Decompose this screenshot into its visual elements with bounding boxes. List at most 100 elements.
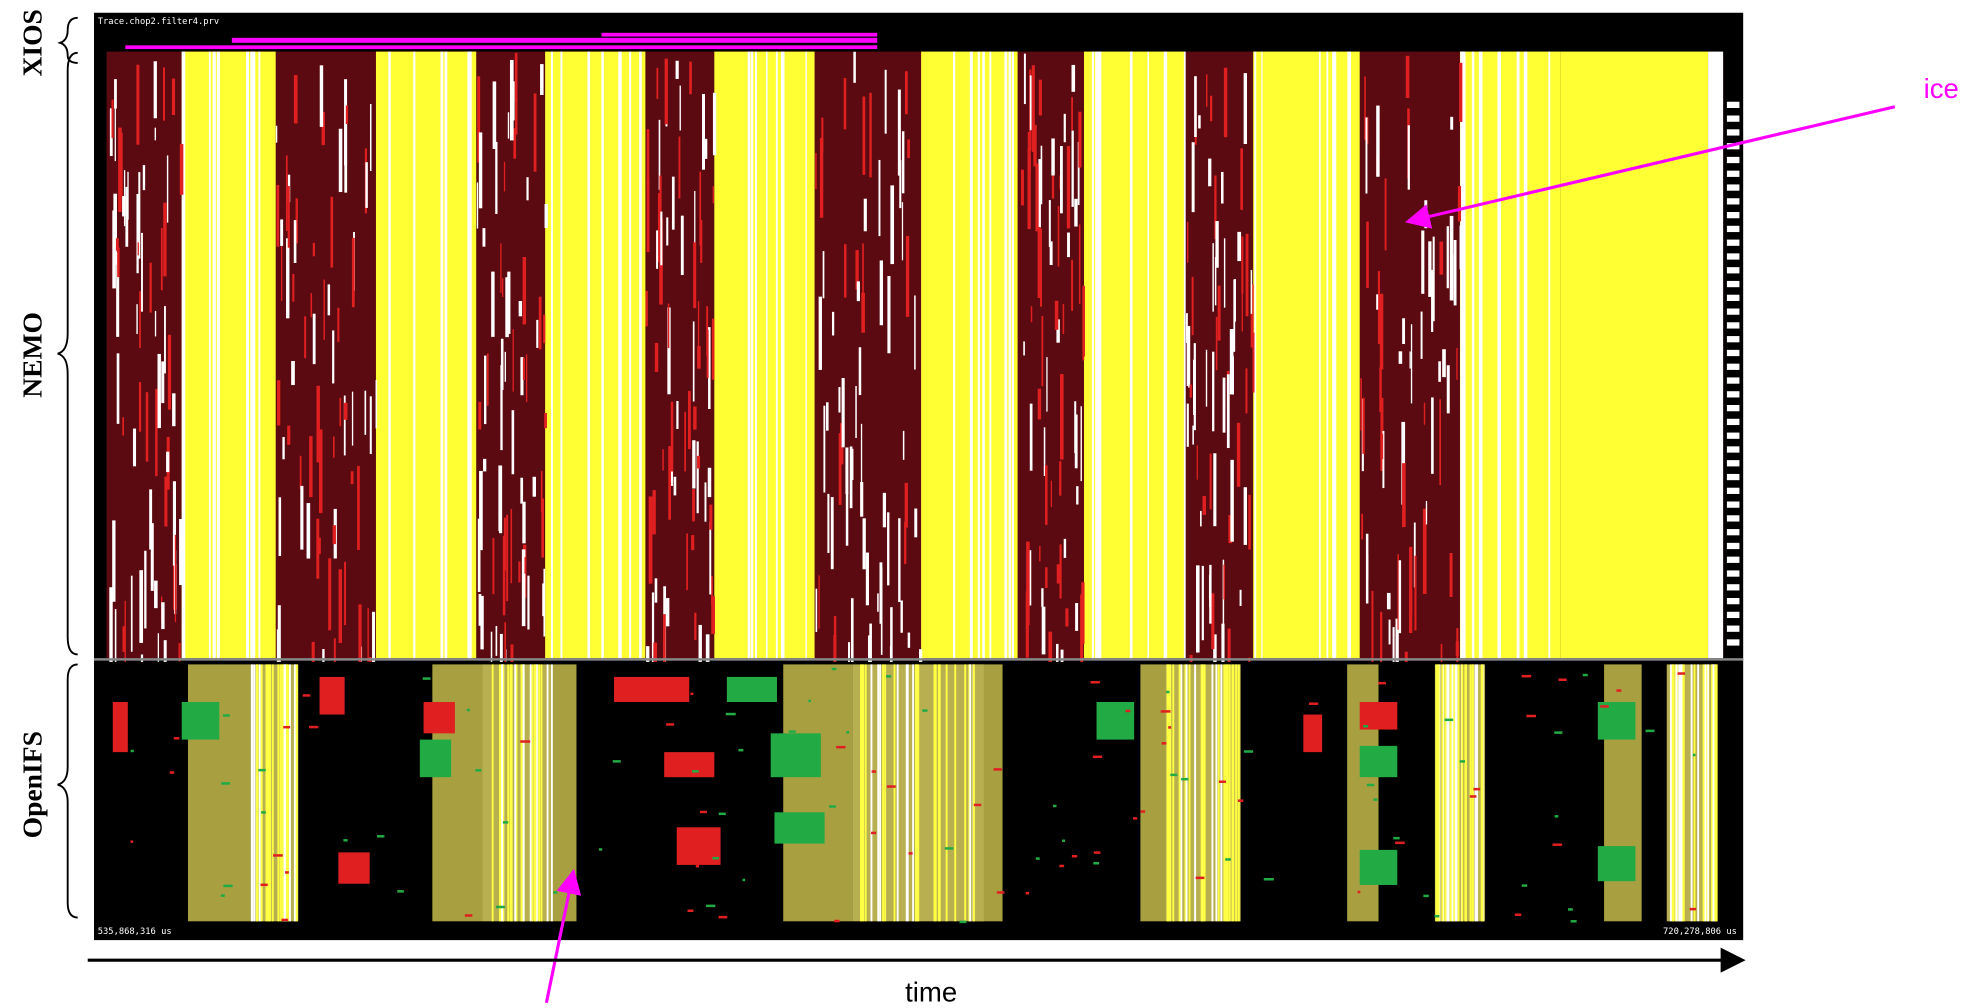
nemo-comm (163, 640, 167, 675)
nemo-comm (1392, 627, 1395, 668)
nemo-comm (694, 612, 697, 641)
openifs-wait (783, 664, 853, 922)
nemo-edge (1726, 349, 1740, 357)
nemo-comm (1243, 487, 1248, 545)
openifs-state (1597, 702, 1636, 740)
nemo-comm (1367, 116, 1369, 144)
nemo-comm (1228, 515, 1232, 544)
nemo-comm (838, 387, 841, 413)
nemo-comm (1078, 111, 1082, 168)
nemo-comm (522, 257, 527, 325)
nemo-comm (1193, 359, 1196, 415)
nemo-comm (1379, 367, 1382, 413)
openifs-event (1378, 681, 1386, 685)
nemo-comm (850, 598, 854, 664)
nemo-comm (327, 284, 331, 316)
nemo-comm (1212, 351, 1215, 432)
nemo-comm (1059, 461, 1062, 496)
nemo-comm (1398, 560, 1402, 634)
nemo-comm (1194, 76, 1197, 138)
openifs-io (271, 664, 274, 922)
openifs-event (993, 768, 1002, 771)
nemo-comm (122, 417, 125, 436)
nemo-comm (1040, 145, 1043, 205)
openifs-io (912, 664, 915, 922)
nemo-comm (109, 108, 113, 157)
openifs-event (699, 810, 707, 814)
nemo-edge (1726, 212, 1740, 219)
nemo-comm (709, 504, 713, 530)
nemo-comm (332, 330, 335, 384)
openifs-event (221, 782, 231, 785)
nemo-comm (1223, 564, 1226, 600)
nemo-comm (1191, 142, 1195, 213)
nemo-comm (1248, 494, 1251, 550)
openifs-io (287, 664, 289, 922)
openifs-io (491, 664, 494, 922)
nemo-comm (369, 396, 372, 454)
openifs-event (831, 667, 837, 671)
nemo-comm (163, 202, 167, 277)
openifs-io (520, 664, 523, 922)
nemo-comm (293, 220, 297, 264)
divider (93, 658, 1744, 661)
nemo-comm (821, 117, 824, 153)
nemo-comm (1048, 631, 1053, 679)
openifs-io (1457, 664, 1460, 922)
nemo-comm (1236, 422, 1241, 487)
nemo-comm (863, 198, 867, 232)
openifs-io (1675, 664, 1678, 922)
nemo-comm (157, 353, 161, 429)
nemo-comm (139, 570, 144, 643)
openifs-event (1170, 773, 1178, 777)
openifs-io (906, 664, 909, 922)
openifs-event (222, 714, 230, 717)
nemo-comm (676, 401, 679, 429)
openifs-event (1473, 787, 1481, 791)
openifs-io (510, 664, 513, 922)
openifs-io (277, 664, 280, 922)
nemo-comm (522, 358, 525, 381)
nemo-comm (538, 296, 542, 350)
openifs-event (1423, 894, 1429, 898)
nemo-comm (1222, 559, 1225, 647)
nemo-comm (1376, 294, 1379, 310)
nemo-comm (1038, 159, 1041, 228)
nemo-comm (1414, 555, 1417, 631)
nemo-gap (989, 51, 992, 659)
openifs-event (1093, 851, 1101, 854)
nemo-gap (1332, 51, 1335, 659)
nemo-edge (1726, 129, 1740, 136)
openifs-io (1711, 664, 1713, 922)
openifs-io (1185, 664, 1188, 922)
nemo-comm (712, 186, 714, 204)
nemo-gap (1497, 51, 1501, 659)
nemo-comm (1377, 271, 1381, 345)
openifs-io (1693, 664, 1696, 922)
nemo-comm (830, 497, 834, 570)
nemo-comm (477, 76, 481, 163)
nemo-comm (507, 271, 511, 334)
nemo-gap (1334, 51, 1337, 659)
nemo-gap (1147, 51, 1150, 659)
nemo-comm (1423, 402, 1426, 425)
nemo-comm (492, 81, 497, 150)
openifs-event (495, 905, 505, 909)
nemo-comm (542, 583, 544, 617)
openifs-io (1226, 664, 1229, 922)
openifs-event (1600, 705, 1609, 708)
openifs-event (706, 904, 716, 908)
nemo-comm (1380, 433, 1384, 460)
nemo-comm (1214, 257, 1217, 306)
nemo-comm (905, 235, 910, 317)
openifs-state (770, 733, 821, 778)
nemo-comm (476, 182, 479, 229)
nemo-edge (1726, 115, 1740, 122)
openifs-event (829, 805, 836, 808)
nemo-gap (1183, 51, 1186, 659)
nemo-comm (1210, 95, 1213, 122)
nemo-comm (114, 609, 117, 674)
openifs-io (507, 664, 510, 922)
nemo-comm (1202, 496, 1206, 515)
openifs-io (1682, 664, 1685, 922)
